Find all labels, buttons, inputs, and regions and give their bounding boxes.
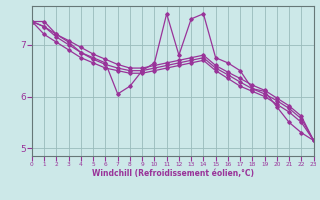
X-axis label: Windchill (Refroidissement éolien,°C): Windchill (Refroidissement éolien,°C) [92, 169, 254, 178]
